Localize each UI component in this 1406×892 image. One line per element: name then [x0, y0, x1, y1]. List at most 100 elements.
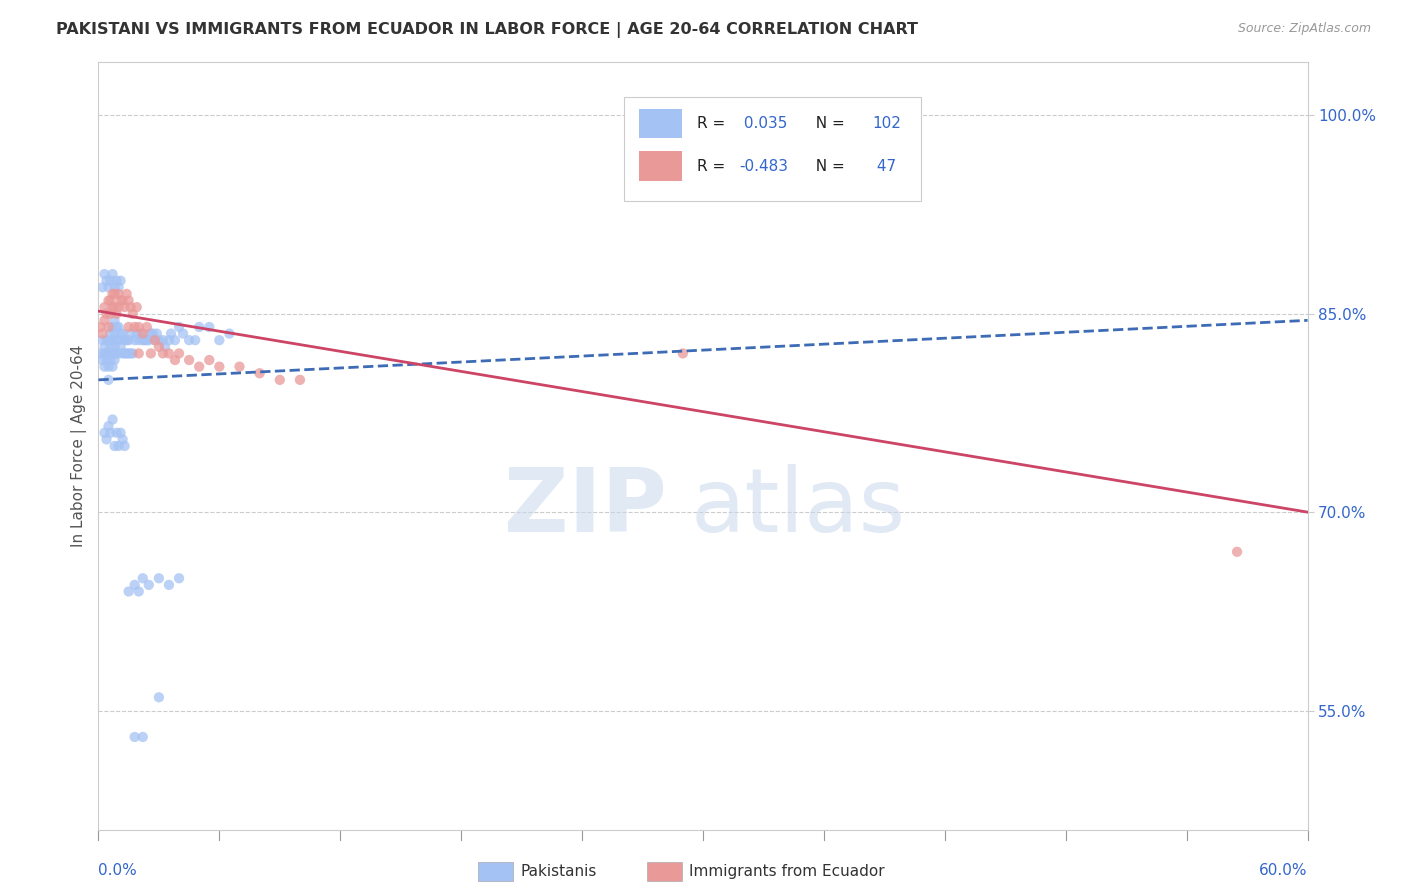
Point — [152, 346, 174, 360]
Point — [167, 346, 190, 360]
Point — [101, 320, 124, 334]
Point — [107, 439, 129, 453]
Point — [118, 293, 141, 308]
Point — [153, 340, 176, 354]
Text: atlas: atlas — [690, 464, 905, 551]
Point — [120, 346, 142, 360]
Point — [91, 280, 114, 294]
Point — [111, 293, 134, 308]
Point — [148, 571, 170, 585]
Point — [105, 307, 128, 321]
Point — [124, 333, 146, 347]
Point — [135, 320, 157, 334]
Point — [96, 346, 118, 360]
Y-axis label: In Labor Force | Age 20-64: In Labor Force | Age 20-64 — [72, 345, 87, 547]
Point — [107, 333, 129, 347]
Point — [188, 320, 211, 334]
Text: R =: R = — [697, 159, 730, 174]
Point — [97, 280, 120, 294]
Point — [107, 320, 129, 334]
Point — [103, 340, 125, 354]
Point — [103, 300, 125, 314]
Point — [110, 425, 132, 440]
Point — [105, 425, 128, 440]
Text: N =: N = — [806, 159, 849, 174]
Point — [138, 333, 160, 347]
Point — [114, 300, 136, 314]
Point — [198, 320, 221, 334]
Point — [157, 346, 180, 360]
Point — [143, 333, 166, 347]
Point — [100, 307, 122, 321]
Point — [101, 359, 124, 374]
Point — [198, 353, 221, 368]
Point — [110, 326, 132, 341]
Point — [107, 300, 129, 314]
Point — [97, 346, 120, 360]
Point — [125, 300, 148, 314]
Point — [103, 280, 125, 294]
Point — [97, 373, 120, 387]
Point — [100, 425, 122, 440]
Point — [139, 326, 162, 341]
Point — [179, 333, 201, 347]
Point — [100, 274, 122, 288]
Point — [142, 326, 165, 341]
Point — [138, 578, 160, 592]
Point — [163, 353, 186, 368]
Point — [93, 313, 115, 327]
Point — [96, 274, 118, 288]
Point — [179, 353, 201, 368]
Point — [208, 333, 231, 347]
Point — [100, 326, 122, 341]
Point — [163, 333, 186, 347]
Text: -0.483: -0.483 — [740, 159, 789, 174]
Point — [184, 333, 207, 347]
Point — [103, 286, 125, 301]
Point — [91, 326, 114, 341]
Point — [100, 353, 122, 368]
Point — [97, 359, 120, 374]
Text: N =: N = — [806, 116, 849, 131]
Point — [103, 353, 125, 368]
Point — [97, 419, 120, 434]
Point — [105, 274, 128, 288]
Point — [114, 333, 136, 347]
Point — [93, 425, 115, 440]
Point — [114, 346, 136, 360]
Point — [97, 293, 120, 308]
Point — [101, 346, 124, 360]
Point — [101, 333, 124, 347]
Point — [101, 412, 124, 426]
FancyBboxPatch shape — [624, 97, 921, 201]
Point — [128, 320, 150, 334]
Point — [132, 326, 155, 341]
Point — [128, 584, 150, 599]
Point — [128, 333, 150, 347]
Text: Immigrants from Ecuador: Immigrants from Ecuador — [689, 864, 884, 879]
Point — [148, 333, 170, 347]
Point — [103, 326, 125, 341]
Point — [107, 346, 129, 360]
Point — [111, 326, 134, 341]
Point — [134, 333, 156, 347]
Point — [167, 571, 190, 585]
Point — [118, 584, 141, 599]
Text: Source: ZipAtlas.com: Source: ZipAtlas.com — [1237, 22, 1371, 36]
Bar — [638, 152, 682, 180]
Point — [93, 340, 115, 354]
Text: R =: R = — [697, 116, 730, 131]
Point — [105, 346, 128, 360]
Point — [672, 346, 695, 360]
Point — [124, 730, 146, 744]
Point — [89, 320, 111, 334]
Text: 47: 47 — [872, 159, 897, 174]
Point — [91, 333, 114, 347]
Point — [115, 286, 138, 301]
Point — [111, 346, 134, 360]
Text: 60.0%: 60.0% — [1260, 863, 1308, 878]
Point — [103, 439, 125, 453]
Point — [114, 439, 136, 453]
Point — [93, 267, 115, 281]
Point — [93, 359, 115, 374]
